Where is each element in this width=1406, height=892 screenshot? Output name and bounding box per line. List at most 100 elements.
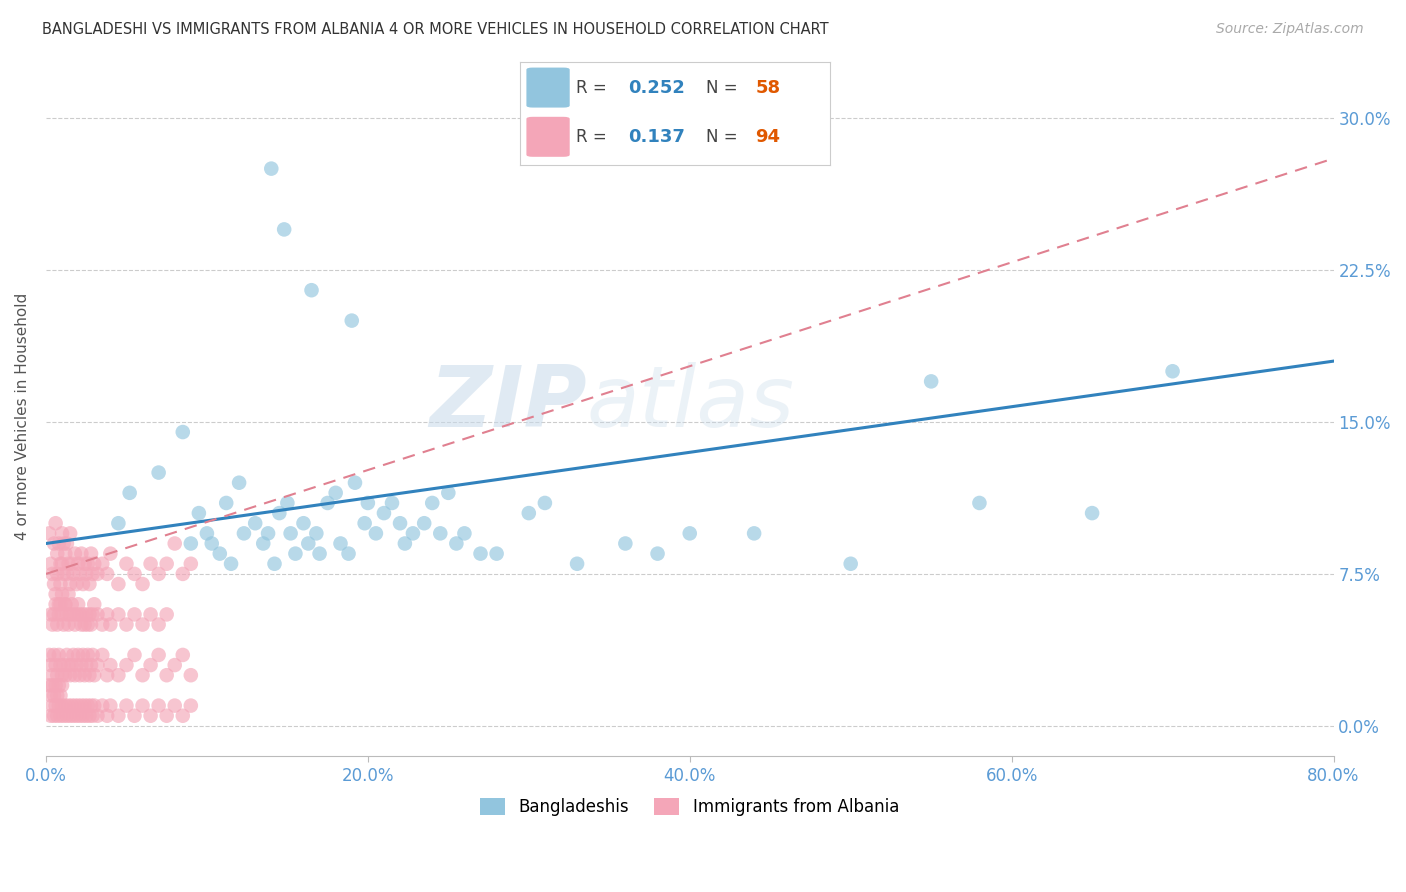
Point bbox=[49, 708, 72, 723]
Text: 58: 58 bbox=[755, 78, 780, 96]
Point bbox=[42, 577, 65, 591]
Point bbox=[73, 668, 96, 682]
Point bbox=[53, 597, 76, 611]
Point bbox=[139, 607, 162, 622]
Point bbox=[98, 547, 121, 561]
Point bbox=[52, 566, 75, 581]
Point bbox=[48, 597, 70, 611]
Point bbox=[305, 526, 328, 541]
Point bbox=[284, 547, 307, 561]
Point bbox=[96, 607, 118, 622]
Point bbox=[65, 708, 87, 723]
Point bbox=[1081, 506, 1104, 520]
Text: BANGLADESHI VS IMMIGRANTS FROM ALBANIA 4 OR MORE VEHICLES IN HOUSEHOLD CORRELATI: BANGLADESHI VS IMMIGRANTS FROM ALBANIA 4… bbox=[42, 22, 828, 37]
Point bbox=[429, 526, 451, 541]
Point bbox=[58, 617, 80, 632]
Point bbox=[42, 648, 65, 662]
Point bbox=[53, 597, 76, 611]
Point bbox=[70, 547, 93, 561]
Point bbox=[297, 536, 319, 550]
Point bbox=[131, 668, 153, 682]
Point bbox=[59, 708, 82, 723]
Point bbox=[124, 708, 146, 723]
Point bbox=[52, 658, 75, 673]
Text: 94: 94 bbox=[755, 128, 780, 145]
Text: atlas: atlas bbox=[586, 362, 794, 445]
Point bbox=[1161, 364, 1184, 378]
Point bbox=[75, 708, 97, 723]
Point bbox=[69, 668, 91, 682]
Point bbox=[52, 617, 75, 632]
Point bbox=[46, 689, 69, 703]
Point bbox=[446, 536, 468, 550]
Point bbox=[82, 566, 104, 581]
Point bbox=[232, 526, 254, 541]
Point bbox=[69, 708, 91, 723]
Point bbox=[69, 566, 91, 581]
Point bbox=[42, 708, 65, 723]
Point bbox=[357, 496, 380, 510]
Point bbox=[82, 648, 104, 662]
Point bbox=[647, 547, 669, 561]
Point bbox=[86, 566, 108, 581]
Point bbox=[51, 698, 73, 713]
Point bbox=[364, 526, 387, 541]
Point bbox=[195, 526, 218, 541]
Point bbox=[70, 617, 93, 632]
Text: R =: R = bbox=[576, 128, 606, 145]
Point bbox=[394, 536, 416, 550]
Point bbox=[80, 617, 103, 632]
Point bbox=[46, 547, 69, 561]
Point bbox=[470, 547, 492, 561]
Point bbox=[62, 708, 84, 723]
Point bbox=[53, 547, 76, 561]
Point bbox=[86, 607, 108, 622]
Point bbox=[59, 607, 82, 622]
Point bbox=[107, 516, 129, 531]
Point bbox=[49, 658, 72, 673]
Point bbox=[52, 536, 75, 550]
Point bbox=[252, 536, 274, 550]
Point bbox=[69, 607, 91, 622]
Text: ZIP: ZIP bbox=[429, 362, 586, 445]
Point bbox=[180, 557, 202, 571]
Point bbox=[156, 668, 179, 682]
Point bbox=[67, 557, 90, 571]
Point bbox=[353, 516, 375, 531]
Point bbox=[48, 648, 70, 662]
Point bbox=[41, 678, 63, 692]
Point bbox=[83, 557, 105, 571]
Point bbox=[208, 547, 231, 561]
Point bbox=[46, 668, 69, 682]
Point bbox=[53, 698, 76, 713]
Point bbox=[83, 698, 105, 713]
Point bbox=[39, 607, 62, 622]
Point bbox=[83, 668, 105, 682]
Point bbox=[58, 698, 80, 713]
Point bbox=[56, 536, 79, 550]
Point bbox=[45, 587, 67, 601]
Point bbox=[96, 566, 118, 581]
Point bbox=[56, 708, 79, 723]
Point bbox=[219, 557, 242, 571]
Point bbox=[79, 577, 101, 591]
Point bbox=[51, 678, 73, 692]
Point bbox=[62, 648, 84, 662]
Point bbox=[86, 658, 108, 673]
FancyBboxPatch shape bbox=[526, 68, 569, 108]
Point bbox=[65, 607, 87, 622]
Point bbox=[72, 577, 94, 591]
Point bbox=[115, 658, 138, 673]
Point bbox=[420, 496, 443, 510]
Point bbox=[75, 658, 97, 673]
Point bbox=[163, 536, 186, 550]
Point bbox=[107, 577, 129, 591]
Point bbox=[115, 557, 138, 571]
Point bbox=[437, 486, 460, 500]
Point bbox=[163, 698, 186, 713]
Point bbox=[260, 161, 283, 176]
Point bbox=[56, 566, 79, 581]
Point bbox=[180, 698, 202, 713]
Point bbox=[58, 557, 80, 571]
Point bbox=[79, 607, 101, 622]
